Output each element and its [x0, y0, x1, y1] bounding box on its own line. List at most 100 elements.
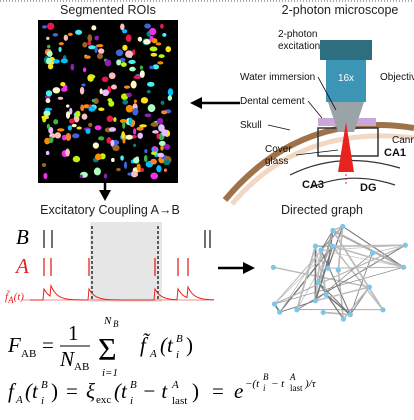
roi [46, 90, 52, 96]
roi [157, 153, 164, 158]
roi [138, 37, 142, 42]
roi [98, 136, 104, 140]
roi [161, 129, 168, 136]
roi [65, 149, 70, 157]
roi [96, 44, 103, 47]
roi [94, 168, 101, 176]
roi [68, 125, 72, 130]
graph-node [325, 266, 330, 271]
roi [133, 144, 136, 148]
region-label: CA3 [302, 179, 324, 191]
roi [42, 25, 47, 28]
roi [133, 76, 140, 79]
roi [161, 110, 167, 114]
eq-symbol: A [289, 372, 296, 382]
eq-symbol: (t [25, 379, 39, 403]
roi [47, 51, 53, 57]
eq-symbol: i [41, 395, 44, 407]
microscope-label: excitation [278, 41, 320, 52]
roi [46, 58, 52, 65]
graph-node [318, 247, 323, 252]
eq-symbol: A [149, 348, 157, 360]
roi [82, 83, 86, 86]
roi [61, 58, 68, 63]
eq-symbol: exc [96, 394, 111, 406]
roi [85, 129, 90, 134]
roi [150, 46, 158, 51]
graph-node [341, 316, 346, 321]
window [90, 222, 162, 302]
roi [121, 62, 127, 67]
roi [126, 34, 132, 42]
roi [133, 157, 139, 163]
roi [95, 125, 102, 130]
roi [157, 118, 164, 124]
roi [128, 60, 135, 64]
eq-symbol: i [263, 383, 266, 393]
roi [122, 121, 125, 129]
roi [151, 53, 158, 57]
roi [147, 82, 155, 87]
figure: Segmented ROIs 2-photon microscope Excit… [0, 0, 414, 420]
microscope-label: Cannula [392, 135, 414, 146]
roi [95, 153, 102, 160]
roi [102, 89, 109, 96]
roi [88, 123, 92, 127]
eq-symbol: AB [74, 361, 89, 373]
eq-symbol: N [103, 315, 112, 327]
roi [122, 29, 127, 33]
graph-node [294, 307, 299, 312]
eq-symbol: − t [142, 379, 168, 403]
roi [94, 36, 99, 41]
roi [140, 65, 143, 69]
eq-symbol: e [234, 379, 243, 403]
graph-edge [274, 226, 342, 304]
eq-symbol: i=1 [102, 367, 118, 379]
eq-symbol: F [7, 333, 21, 357]
roi [164, 168, 167, 171]
roi [49, 137, 54, 143]
microscope-label: glass [265, 156, 288, 167]
roi [156, 133, 159, 139]
roi [66, 104, 70, 107]
roi [55, 132, 61, 138]
roi [129, 67, 136, 72]
eq-symbol: −(t [245, 378, 260, 390]
roi [80, 87, 84, 95]
roi [88, 106, 95, 111]
roi [150, 159, 157, 165]
roi [102, 77, 109, 82]
eq-symbol: ) [192, 379, 199, 403]
graph-node [336, 268, 341, 273]
roi [75, 30, 82, 35]
microscope-label: Skull [240, 120, 262, 131]
roi [164, 144, 170, 150]
roi [83, 67, 86, 72]
roi [46, 37, 49, 40]
roi [116, 168, 121, 171]
roi [147, 90, 151, 93]
roi [57, 128, 64, 131]
trace-label: A [14, 254, 29, 278]
eq-symbol: i [130, 395, 133, 407]
roi [85, 55, 91, 58]
roi [48, 64, 54, 70]
roi [82, 42, 87, 47]
roi [144, 155, 148, 162]
roi [162, 33, 166, 37]
graph-node [271, 265, 276, 270]
graph-node [380, 307, 385, 312]
graph-node [348, 312, 353, 317]
roi [87, 34, 92, 41]
roi [165, 46, 171, 52]
roi [98, 48, 104, 54]
roi [141, 168, 144, 172]
roi [66, 111, 70, 118]
roi [70, 64, 74, 71]
roi [47, 45, 50, 49]
roi [163, 160, 170, 166]
equation-2: f A (t i B ) = ξ exc (t i B − t last A )… [8, 372, 317, 407]
roi [121, 131, 125, 138]
graph-node [313, 298, 318, 303]
roi [132, 108, 138, 115]
